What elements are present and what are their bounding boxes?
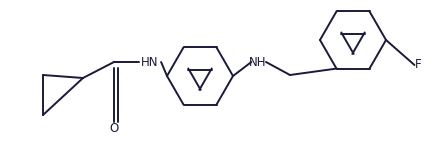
Text: HN: HN — [141, 56, 159, 69]
Text: NH: NH — [249, 56, 267, 69]
Text: O: O — [109, 122, 119, 135]
Text: F: F — [415, 58, 421, 72]
